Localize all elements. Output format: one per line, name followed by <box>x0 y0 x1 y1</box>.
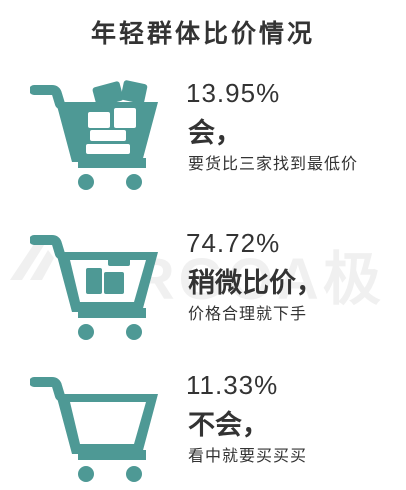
answer-label: 稍微比价， <box>188 268 323 299</box>
percent-value: 74.72% <box>186 228 281 258</box>
stat-row-3: 11.33% 不会， 看中就要买买买 <box>0 370 406 490</box>
cart-full-icon <box>30 80 158 190</box>
percent-value: 13.95% <box>186 78 281 108</box>
answer-description: 价格合理就下手 <box>188 304 308 323</box>
stat-row-2: 74.72% 稍微比价， 价格合理就下手 <box>0 228 406 348</box>
percent-value: 11.33% <box>186 370 279 400</box>
answer-description: 要货比三家找到最低价 <box>188 154 359 173</box>
answer-description: 看中就要买买买 <box>188 446 308 465</box>
answer-label: 不会， <box>188 410 269 441</box>
page-title: 年轻群体比价情况 <box>90 19 315 48</box>
cart-partial-icon <box>30 235 158 340</box>
cart-empty-icon <box>30 377 158 482</box>
answer-label: 会， <box>188 118 242 149</box>
stat-row-1: 13.95% 会， 要货比三家找到最低价 <box>0 78 406 198</box>
